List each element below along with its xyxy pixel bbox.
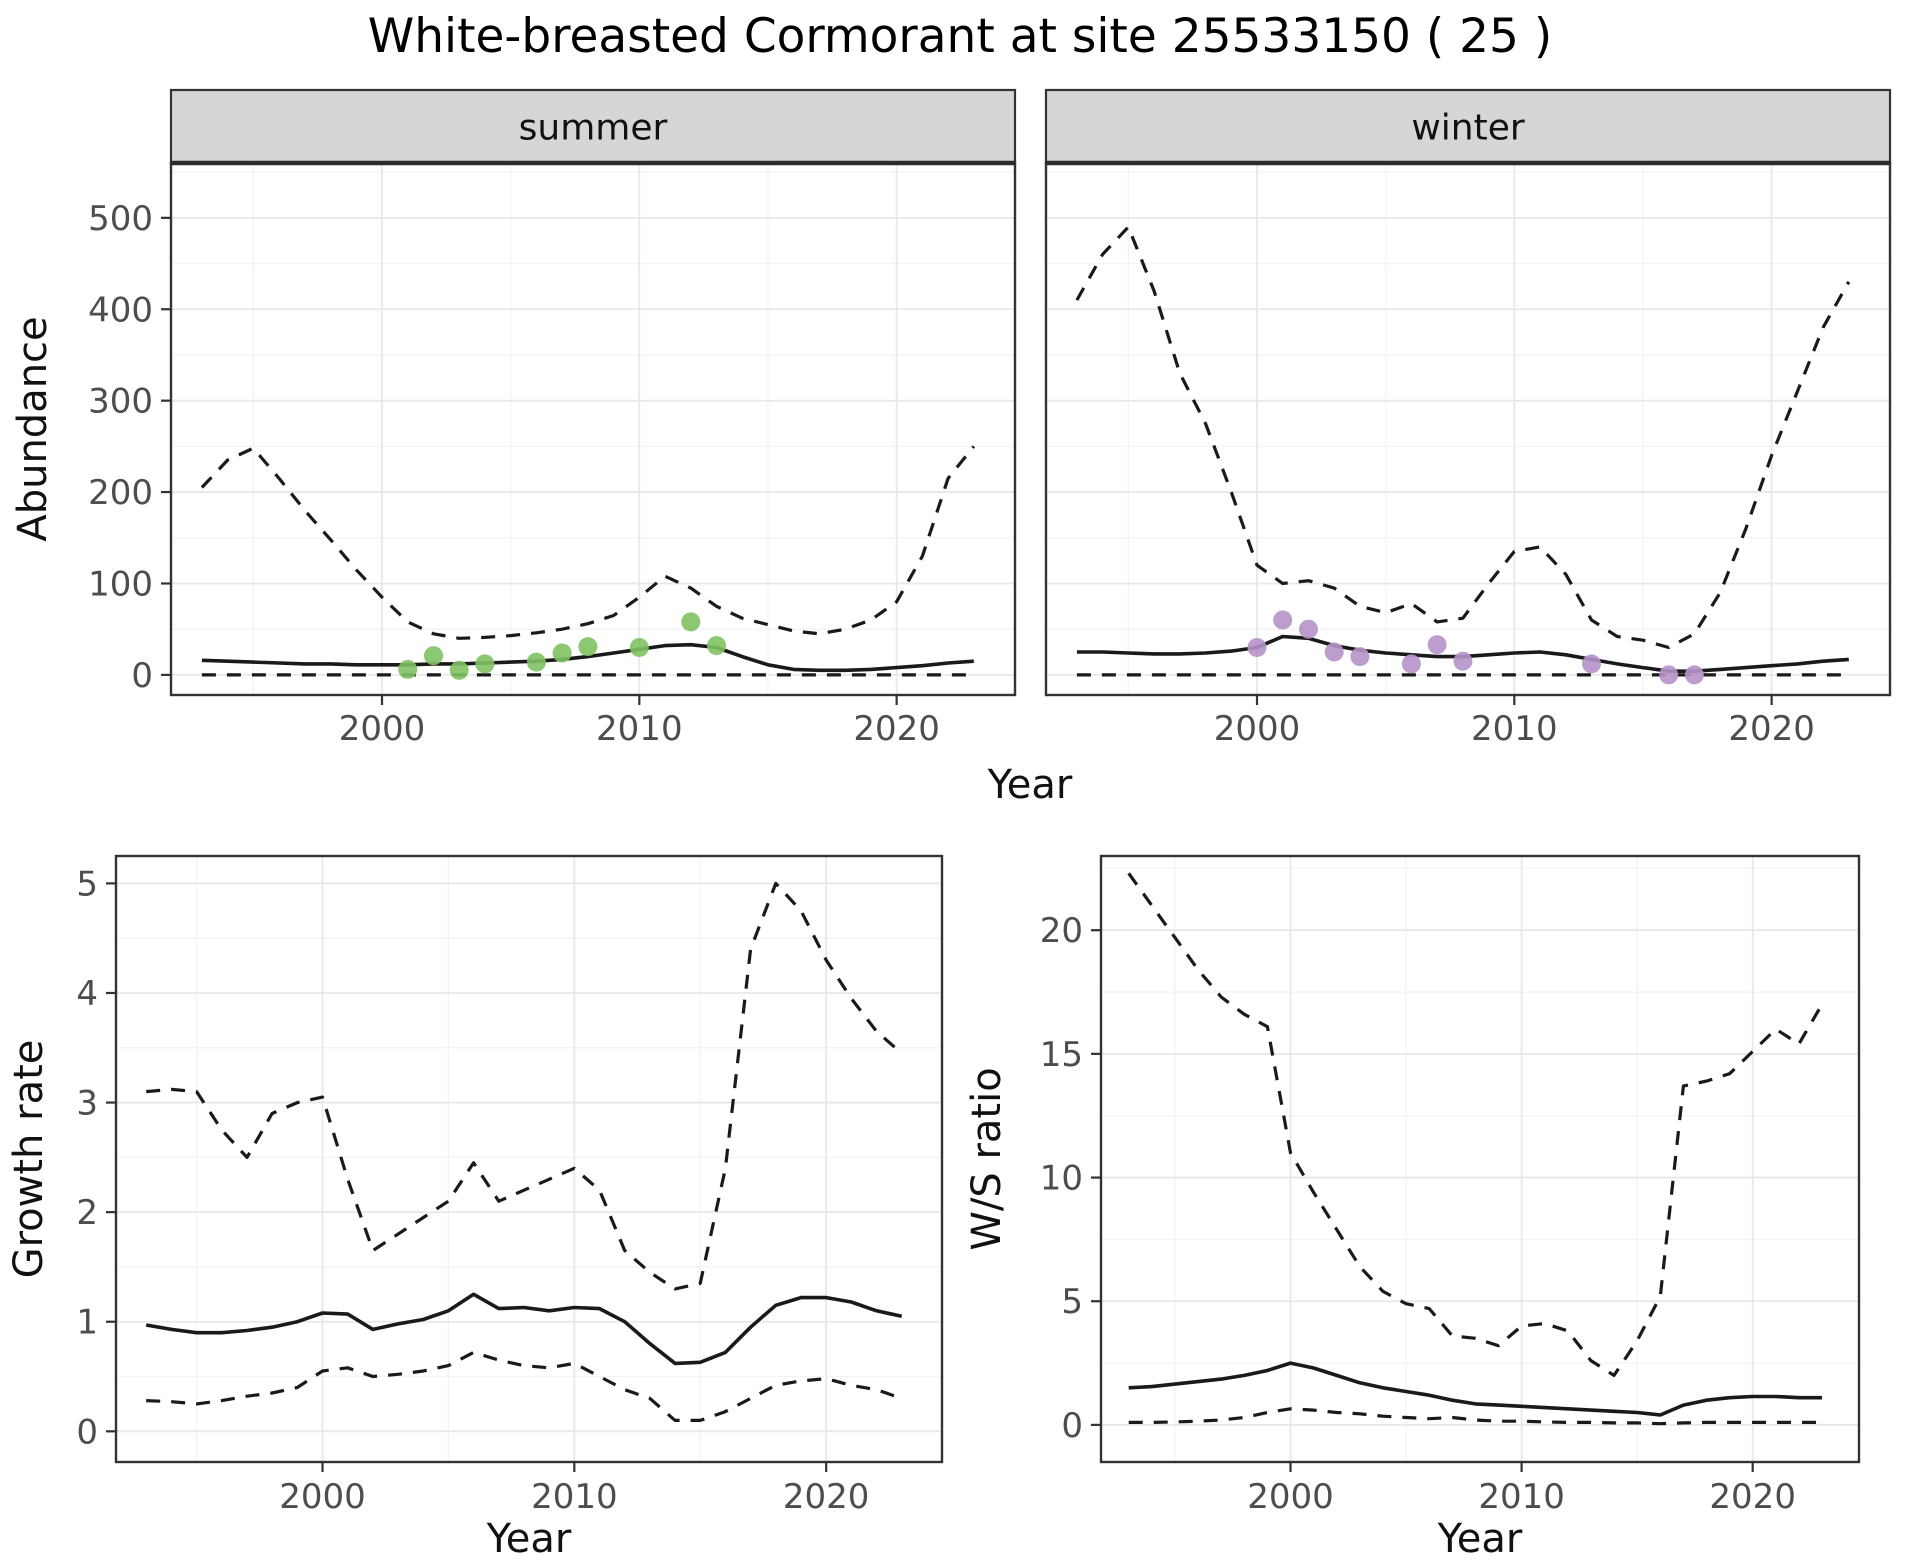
growth-x-axis-title: Year [486, 1516, 572, 1560]
abundance-summer-upper_ci-line [200, 445, 976, 640]
ws-ratio-mean-line [1128, 1361, 1822, 1417]
abundance-x-axis-title: Year [987, 762, 1073, 808]
observation-point [1684, 665, 1704, 685]
x-tick-label: 2020 [1709, 1477, 1796, 1517]
x-tick-label: 2010 [1471, 709, 1558, 749]
y-tick-label: 300 [88, 382, 153, 422]
y-tick-label: 0 [131, 656, 153, 696]
ws-ratio-lower_ci-line [1128, 1407, 1822, 1426]
facet-strip-label: summer [519, 108, 668, 149]
y-tick-label: 2 [76, 1193, 98, 1233]
observation-point [1427, 635, 1447, 655]
facet-strip [169, 88, 1017, 165]
growth-rate-upper_ci-line [146, 881, 903, 1291]
y-tick-label: 0 [1061, 1406, 1083, 1446]
y-tick-label: 4 [76, 974, 98, 1014]
y-tick-label: 10 [1040, 1159, 1083, 1199]
panel-border [114, 854, 944, 1464]
observation-point [1582, 654, 1601, 674]
y-tick-label: 200 [88, 473, 153, 513]
x-tick-label: 2010 [531, 1477, 618, 1517]
x-tick-label: 2020 [783, 1477, 870, 1517]
observation-point [475, 654, 495, 674]
observation-point [526, 652, 546, 672]
x-tick-label: 2000 [1247, 1477, 1334, 1517]
observation-point [707, 636, 726, 656]
y-tick-label: 20 [1040, 911, 1083, 951]
observation-point [449, 660, 469, 680]
ws-x-axis-title: Year [1437, 1516, 1523, 1560]
observation-point [1453, 651, 1473, 671]
observation-point [1401, 654, 1421, 674]
abundance-y-axis-title: Abundance [10, 316, 56, 541]
y-tick-label: 3 [76, 1084, 98, 1124]
y-tick-label: 15 [1040, 1035, 1083, 1075]
observation-point [629, 638, 649, 657]
panel-ws-ratio: 2000 2010 2020 0 5 10 15 20 [1040, 854, 1861, 1517]
panel-abundance-winter: 2000 2010 2020 winter [1044, 88, 1892, 749]
y-tick-label: 0 [76, 1412, 98, 1452]
figure-title: White-breasted Cormorant at site 2553315… [368, 9, 1552, 64]
y-tick-label: 400 [88, 290, 153, 330]
y-tick-label: 5 [1061, 1282, 1083, 1322]
x-tick-label: 2000 [279, 1477, 366, 1517]
observation-point [1299, 619, 1318, 639]
observation-point [681, 612, 701, 632]
observation-point [552, 643, 572, 663]
panel-growth-rate: 2000 2010 2020 0 1 2 3 4 5 [76, 854, 944, 1517]
y-tick-label: 500 [88, 199, 153, 239]
abundance-summer-mean-line [201, 642, 974, 673]
panel-background [1101, 856, 1859, 1462]
facet-strip-label: winter [1411, 108, 1525, 149]
x-tick-label: 2020 [853, 709, 940, 749]
observation-point [1350, 647, 1370, 667]
ws-y-axis-title: W/S ratio [964, 1067, 1010, 1250]
x-tick-label: 2010 [1478, 1477, 1565, 1517]
x-tick-label: 2000 [339, 709, 426, 749]
observation-point [398, 659, 418, 679]
observation-point [1247, 638, 1267, 657]
facet-strip [1044, 88, 1892, 165]
observation-point [424, 646, 443, 666]
y-tick-label: 5 [76, 864, 98, 904]
y-tick-label: 100 [88, 564, 153, 604]
growth-y-axis-title: Growth rate [6, 1040, 52, 1279]
abundance-winter-upper_ci-line [1075, 225, 1851, 650]
observation-point [578, 637, 598, 657]
observation-point [1273, 610, 1293, 630]
ws-ratio-upper_ci-line [1127, 872, 1824, 1377]
observation-point [1659, 665, 1679, 685]
panel-abundance-summer: 2000 2010 2020 0 100 200 300 400 500 summer [88, 88, 1017, 749]
growth-rate-mean-line [145, 1292, 903, 1366]
observation-point [1324, 642, 1344, 662]
growth-rate-lower_ci-line [146, 1350, 903, 1422]
panel-background [1046, 163, 1890, 695]
panel-background [116, 856, 942, 1462]
y-tick-label: 1 [76, 1303, 98, 1343]
x-tick-label: 2010 [596, 709, 683, 749]
x-tick-label: 2020 [1728, 709, 1815, 749]
panel-border [1099, 854, 1861, 1464]
x-tick-label: 2000 [1214, 709, 1301, 749]
panel-background [171, 163, 1015, 695]
